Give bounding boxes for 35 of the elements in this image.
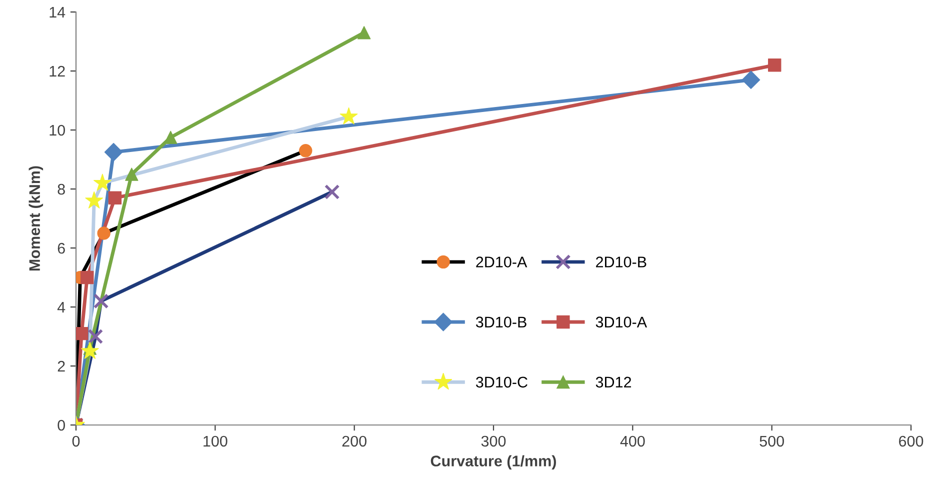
y-tick-label: 6: [58, 242, 65, 254]
y-tick-label: 2: [58, 360, 65, 372]
point: [80, 270, 94, 284]
x-tick-label: 400: [620, 436, 645, 447]
point: [357, 26, 371, 40]
point: [104, 142, 123, 162]
point: [76, 326, 88, 340]
legend-label: 3D10-A: [596, 316, 648, 328]
legend-label: 3D10-C: [476, 376, 528, 388]
x-tick-label: 100: [204, 436, 228, 447]
y-tick-label: 8: [58, 184, 65, 195]
x-tick-label: 500: [760, 436, 784, 447]
x-tick-label: 300: [481, 436, 506, 447]
point: [125, 168, 138, 181]
point: [742, 70, 760, 90]
y-tick-label: 14: [50, 7, 66, 18]
x-tick-label: 200: [342, 436, 366, 447]
y-tick-label: 0: [58, 420, 65, 431]
y-tick-label: 12: [50, 66, 65, 77]
x-tick-label: 600: [899, 436, 924, 447]
point: [93, 293, 109, 309]
legend-label: 2D10-B: [596, 256, 646, 268]
point: [324, 184, 340, 200]
legend-label: 3D12: [596, 376, 632, 388]
x-tick-label: 0: [72, 436, 80, 447]
point: [108, 191, 122, 204]
y-axis-title: Moment (kNm): [28, 166, 44, 271]
point: [88, 328, 104, 344]
y-tick-label: 4: [57, 302, 66, 313]
y-tick-label: 10: [50, 124, 65, 136]
legend-label: 2D10-A: [476, 256, 528, 268]
point: [164, 130, 178, 144]
x-axis-title: Curvature (1/mm): [430, 455, 556, 470]
point: [768, 58, 782, 72]
legend-label: 3D10-B: [476, 316, 526, 328]
